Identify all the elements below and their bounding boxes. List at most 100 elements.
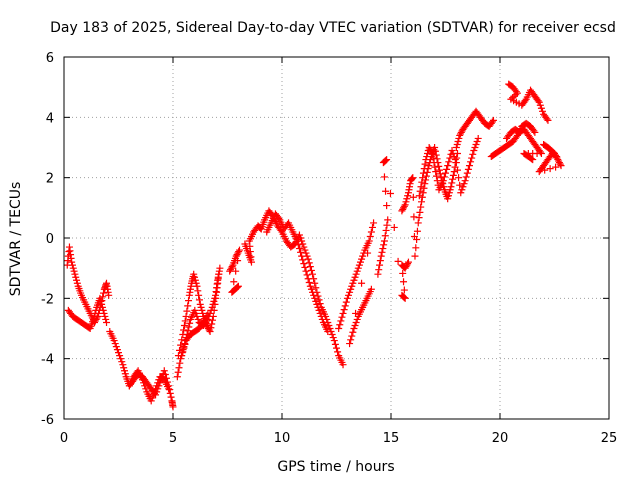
data-point (449, 150, 457, 158)
data-point (194, 315, 202, 323)
data-point (429, 154, 437, 162)
data-point (177, 341, 185, 349)
data-point (185, 297, 193, 305)
data-point (380, 241, 388, 249)
data-point (142, 385, 150, 393)
data-point (439, 177, 447, 185)
data-point (442, 169, 449, 177)
data-point (100, 289, 108, 297)
data-point (317, 312, 325, 320)
data-point (307, 266, 315, 274)
data-point (471, 144, 479, 151)
y-tick-label: 2 (46, 172, 54, 187)
data-point (293, 237, 301, 245)
data-point (378, 248, 386, 256)
data-point (102, 315, 110, 323)
data-point (350, 276, 358, 284)
data-point (100, 309, 108, 317)
data-point (101, 312, 109, 320)
data-point (301, 263, 309, 271)
data-point (173, 373, 181, 381)
data-point (418, 178, 426, 186)
data-point (415, 192, 423, 200)
data-point (531, 128, 539, 136)
data-point (556, 160, 564, 168)
data-point (450, 153, 458, 161)
data-point (404, 192, 412, 200)
data-point (456, 131, 464, 139)
data-point (175, 364, 183, 372)
data-point (465, 162, 473, 170)
data-point (366, 232, 374, 240)
data-point (72, 273, 80, 281)
data-point (138, 376, 146, 384)
data-point (73, 276, 81, 284)
data-point (436, 170, 444, 178)
data-point (178, 336, 186, 344)
data-point (342, 298, 350, 306)
data-point (89, 315, 97, 323)
data-point (186, 319, 194, 327)
data-point (207, 324, 215, 332)
data-point (537, 104, 545, 112)
data-point (112, 343, 120, 351)
series-sat-i (241, 207, 347, 369)
data-point (349, 328, 357, 336)
data-point (210, 306, 218, 314)
data-point (401, 201, 409, 209)
data-point (346, 340, 354, 348)
data-point (401, 264, 409, 272)
data-point (521, 97, 529, 105)
data-point (364, 249, 372, 257)
data-point (329, 334, 337, 342)
y-tick-label: 4 (46, 111, 54, 126)
data-point (473, 137, 481, 145)
data-point (353, 267, 361, 275)
data-point (383, 221, 391, 229)
data-point (543, 115, 551, 123)
data-point (302, 249, 310, 257)
data-point (412, 244, 420, 252)
data-point (152, 385, 160, 393)
x-tick-label: 5 (169, 431, 177, 446)
data-point (455, 134, 463, 142)
data-point (161, 371, 169, 379)
data-point (458, 186, 466, 194)
x-tick-label: 20 (492, 431, 509, 446)
data-point (304, 255, 312, 263)
series-sat-g (178, 309, 212, 360)
data-point (413, 236, 421, 244)
data-point (208, 320, 216, 328)
data-point (456, 130, 464, 138)
data-point (198, 320, 206, 328)
data-point (73, 279, 81, 287)
data-point (310, 291, 318, 299)
data-point (295, 245, 303, 253)
data-point (444, 195, 452, 203)
data-point (404, 260, 412, 268)
data-point (176, 359, 184, 367)
data-point (300, 243, 308, 251)
data-point (215, 270, 223, 278)
data-point (204, 309, 212, 317)
data-point (457, 189, 465, 197)
data-point (330, 337, 338, 345)
y-tick-label: -4 (41, 353, 54, 368)
data-point (184, 327, 192, 335)
data-point (420, 165, 428, 173)
y-tick-label: -6 (41, 413, 54, 428)
data-point (488, 118, 496, 126)
data-point (445, 189, 453, 197)
data-point (382, 226, 390, 234)
data-point (98, 303, 106, 311)
data-point (167, 393, 175, 401)
data-point (196, 300, 204, 308)
data-point (141, 382, 149, 390)
data-point (552, 152, 560, 160)
data-point (400, 204, 408, 212)
data-point (448, 147, 456, 155)
data-point (228, 263, 236, 271)
data-point (176, 346, 184, 354)
data-point (150, 388, 158, 396)
data-point (337, 317, 345, 325)
